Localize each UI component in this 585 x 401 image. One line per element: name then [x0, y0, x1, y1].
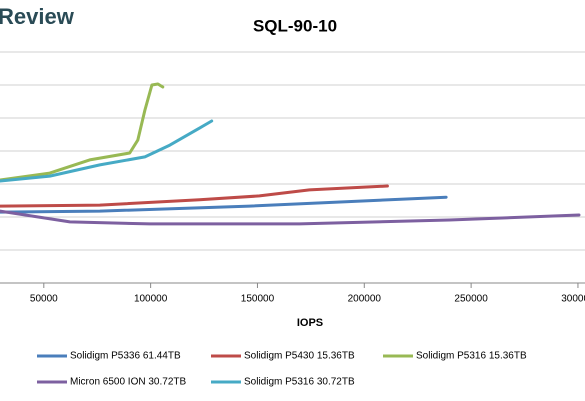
legend-label: Solidigm P5316 15.36TB	[416, 351, 527, 362]
series-line	[0, 209, 581, 226]
x-tick-label: 100000	[134, 294, 168, 305]
series-line	[0, 195, 448, 214]
legend-label: Solidigm P5316 30.72TB	[244, 377, 355, 388]
x-tick-label: 150000	[241, 294, 275, 305]
series-line	[0, 82, 165, 182]
x-tick-label: 250000	[454, 294, 488, 305]
series-line	[0, 184, 389, 208]
legend-label: Micron 6500 ION 30.72TB	[70, 377, 186, 388]
x-tick-label: 200000	[348, 294, 382, 305]
legend-label: Solidigm P5336 61.44TB	[70, 351, 181, 362]
x-tick-label: 50000	[30, 294, 58, 305]
x-tick-label: 300000	[561, 294, 585, 305]
series-line	[0, 119, 214, 183]
legend-label: Solidigm P5430 15.36TB	[244, 351, 355, 362]
x-axis-title: IOPS	[297, 317, 323, 329]
logo-text: Review	[0, 4, 75, 29]
chart-title: SQL-90-10	[253, 16, 337, 35]
